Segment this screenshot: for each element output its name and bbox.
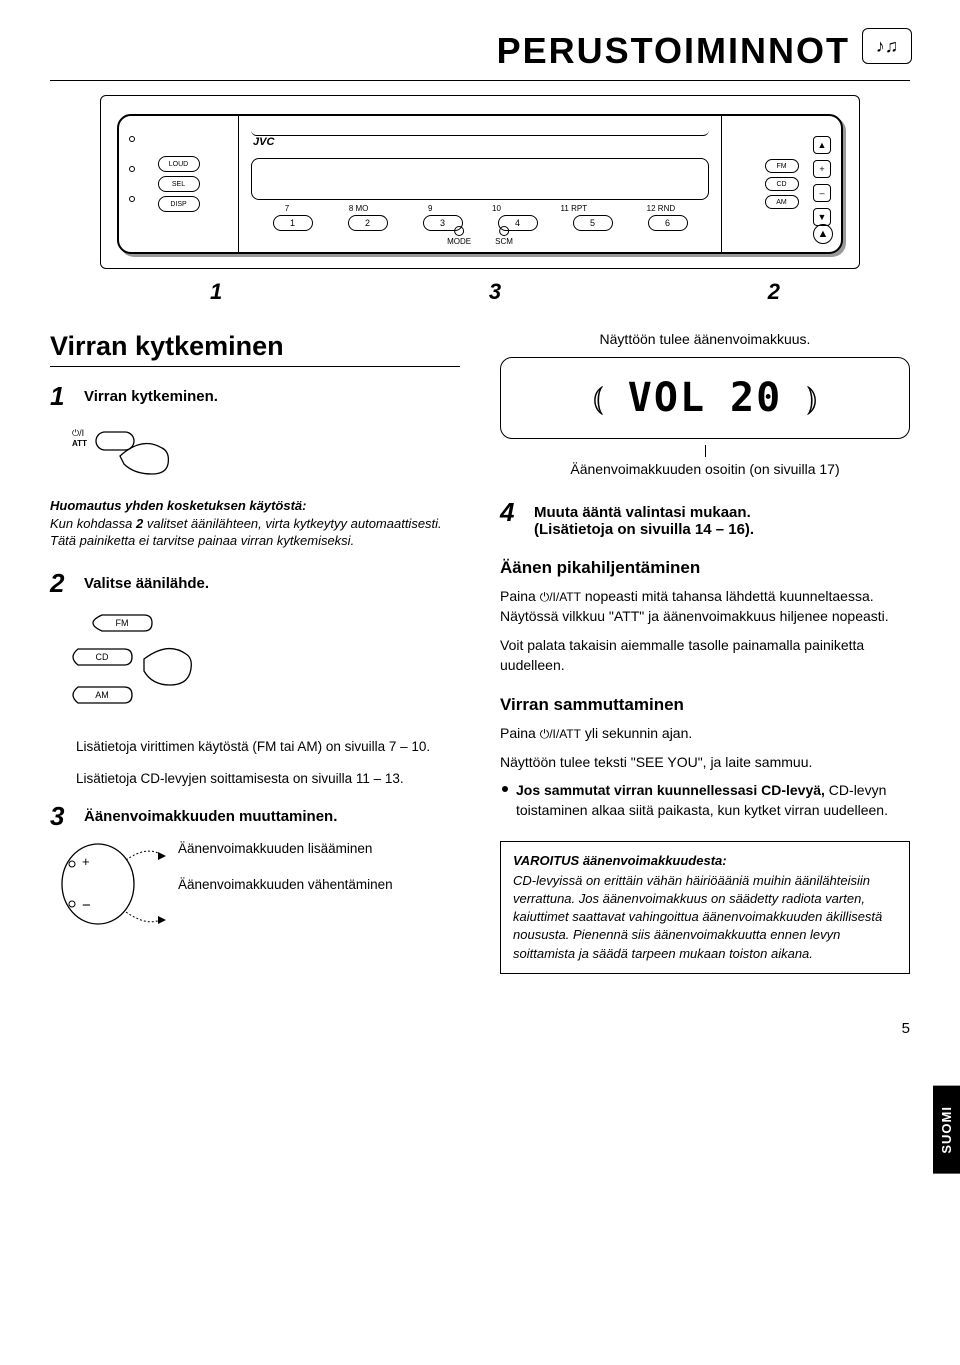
svg-text:ATT: ATT xyxy=(72,439,87,448)
step-4-num: 4 xyxy=(500,497,524,538)
svg-text:+: + xyxy=(82,854,90,869)
lcd-screen xyxy=(251,158,709,200)
step-3-num: 3 xyxy=(50,801,74,832)
loud-button: LOUD xyxy=(158,156,200,172)
cd-button: CD xyxy=(765,177,799,191)
power-button-illustration: ⏻/I ATT xyxy=(72,426,182,483)
secondary-labels: 7 8 MO 9 10 11 RPT 12 RND xyxy=(255,204,705,213)
cd-info: Lisätietoja CD-levyjen soittamisesta on … xyxy=(76,769,460,789)
volume-pointer-label: Äänenvoimakkuuden osoitin (on sivuilla 1… xyxy=(500,445,910,477)
disp-button: DISP xyxy=(158,196,200,212)
vol-increase-label: Äänenvoimakkuuden lisääminen xyxy=(178,840,393,858)
callout-1: 1 xyxy=(210,279,222,305)
svg-text:−: − xyxy=(82,897,91,914)
step-2: 2 Valitse äänilähde. xyxy=(50,568,460,599)
step-3: 3 Äänenvoimakkuuden muuttaminen. xyxy=(50,801,460,832)
faceplate-right: FM CD AM ▲ + – ▼ ▲ xyxy=(721,116,841,252)
source-buttons-illustration: FM CD AM xyxy=(72,609,460,719)
vol-decrease-label: Äänenvoimakkuuden vähentäminen xyxy=(178,876,393,894)
quickmute-p1: Paina ⏻/I/ATT nopeasti mitä tahansa lähd… xyxy=(500,586,910,627)
mode-row: MODE SCM xyxy=(447,226,513,246)
cd-slot xyxy=(251,122,709,136)
step-1-label: Virran kytkeminen. xyxy=(84,381,218,412)
callout-numbers: 1 3 2 xyxy=(100,279,860,305)
warning-body: CD-levyissä on erittäin vähän häiriöääni… xyxy=(513,873,882,961)
fm-button: FM xyxy=(765,159,799,173)
svg-text:AM: AM xyxy=(95,690,109,700)
poweroff-p2: Näyttöön tulee teksti "SEE YOU", ja lait… xyxy=(500,752,910,772)
left-column: Virran kytkeminen 1 Virran kytkeminen. ⏻… xyxy=(50,331,460,974)
svg-text:CD: CD xyxy=(96,652,109,662)
volume-warning-box: VAROITUS äänenvoimakkuudesta: CD-levyiss… xyxy=(500,841,910,974)
note-body: Kun kohdassa 2 valitset äänilähteen, vir… xyxy=(50,516,442,549)
step-4: 4 Muuta ääntä valintasi mukaan. (Lisätie… xyxy=(500,497,910,538)
callout-3: 3 xyxy=(489,279,501,305)
step-2-label: Valitse äänilähde. xyxy=(84,568,209,599)
quickmute-heading: Äänen pikahiljentäminen xyxy=(500,558,910,578)
warning-title: VAROITUS äänenvoimakkuudesta: xyxy=(513,852,897,870)
am-button: AM xyxy=(765,195,799,209)
radio-illustration-frame: LOUD SEL DISP JVC 7 8 MO 9 10 11 RPT 12 … xyxy=(100,95,860,269)
step-2-num: 2 xyxy=(50,568,74,599)
poweroff-bullet: Jos sammutat virran kuunnellessasi CD-le… xyxy=(502,780,910,821)
corner-music-icon: ♪♫ xyxy=(862,28,912,64)
step-1: 1 Virran kytkeminen. xyxy=(50,381,460,412)
plus-arrow: + xyxy=(813,160,831,178)
step-1-num: 1 xyxy=(50,381,74,412)
radio-faceplate: LOUD SEL DISP JVC 7 8 MO 9 10 11 RPT 12 … xyxy=(117,114,843,254)
svg-text:⏻/I: ⏻/I xyxy=(72,428,84,438)
tuner-info: Lisätietoja virittimen käytöstä (FM tai … xyxy=(76,737,460,757)
poweroff-heading: Virran sammuttaminen xyxy=(500,695,910,715)
title-rule xyxy=(50,80,910,81)
language-tab: SUOMI xyxy=(933,1086,960,1174)
page-number: 5 xyxy=(50,1020,910,1037)
step-4-label: Muuta ääntä valintasi mukaan. (Lisätieto… xyxy=(534,497,754,538)
poweroff-p1: Paina ⏻/I/ATT yli sekunnin ajan. xyxy=(500,723,910,743)
one-touch-note: Huomautus yhden kosketuksen käytöstä: Ku… xyxy=(50,497,460,550)
up-arrow: ▲ xyxy=(813,136,831,154)
faceplate-left: LOUD SEL DISP xyxy=(119,116,239,252)
display-caption: Näyttöön tulee äänenvoimakkuus. xyxy=(500,331,910,347)
callout-2: 2 xyxy=(768,279,780,305)
preset-1: 1 xyxy=(273,215,313,231)
page-title: PERUSTOIMINNOT xyxy=(50,30,910,72)
volume-display: ⦅ VOL 20 ⦆ xyxy=(500,357,910,439)
preset-6: 6 xyxy=(648,215,688,231)
brand-logo: JVC xyxy=(253,136,274,148)
display-vol-text: VOL xyxy=(628,375,706,421)
section-heading: Virran kytkeminen xyxy=(50,331,460,367)
quickmute-p2: Voit palata takaisin aiemmalle tasolle p… xyxy=(500,635,910,676)
step-3-label: Äänenvoimakkuuden muuttaminen. xyxy=(84,801,337,832)
sel-button: SEL xyxy=(158,176,200,192)
eject-button: ▲ xyxy=(813,224,833,244)
svg-text:FM: FM xyxy=(116,618,129,628)
preset-2: 2 xyxy=(348,215,388,231)
display-vol-value: 20 xyxy=(730,375,782,421)
volume-knob-illustration: + − Äänenvoimakkuuden lisääminen Äänenvo… xyxy=(58,840,460,940)
right-column: Näyttöön tulee äänenvoimakkuus. ⦅ VOL 20… xyxy=(500,331,910,974)
faceplate-center: JVC 7 8 MO 9 10 11 RPT 12 RND 1 2 3 4 5 … xyxy=(239,116,721,252)
note-title: Huomautus yhden kosketuksen käytöstä: xyxy=(50,497,460,515)
preset-5: 5 xyxy=(573,215,613,231)
minus-arrow: – xyxy=(813,184,831,202)
